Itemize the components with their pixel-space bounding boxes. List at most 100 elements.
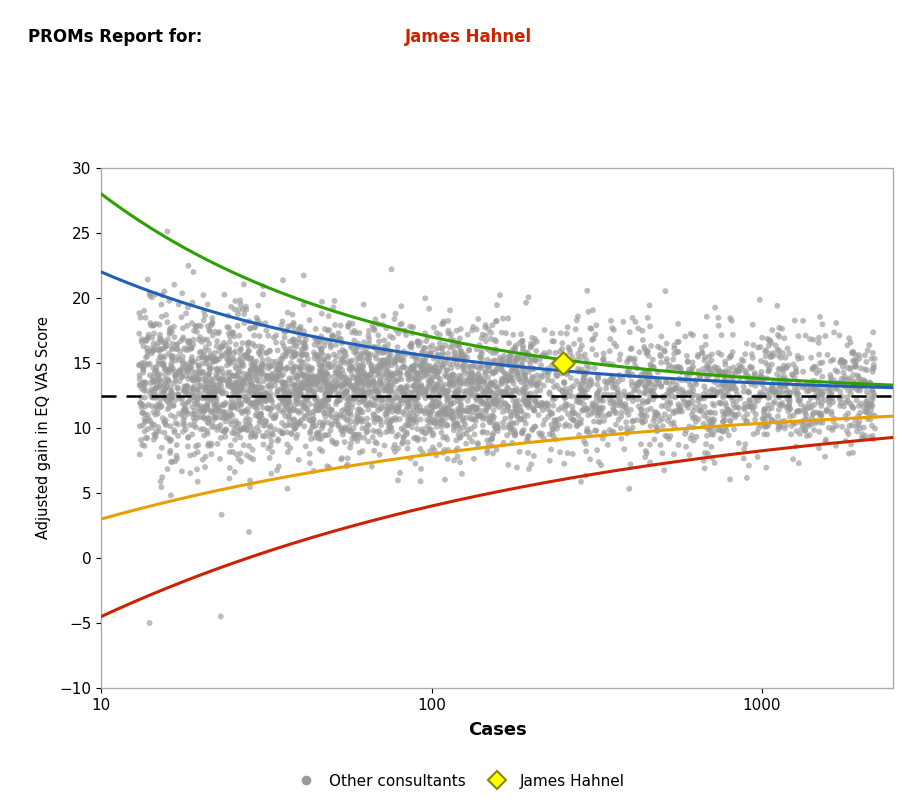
Point — [280, 390, 295, 403]
Point — [655, 390, 670, 403]
Point — [172, 392, 187, 405]
Point — [703, 419, 717, 432]
Point — [541, 370, 555, 382]
Point — [452, 377, 467, 390]
Point — [404, 361, 419, 374]
Point — [315, 419, 330, 432]
Point — [782, 398, 797, 410]
Point — [467, 401, 482, 414]
Point — [311, 369, 326, 382]
Point — [739, 366, 753, 378]
Point — [473, 409, 488, 422]
Point — [413, 400, 427, 413]
Point — [697, 380, 712, 393]
Point — [192, 391, 206, 404]
Point — [565, 350, 579, 363]
Point — [269, 336, 284, 349]
Point — [232, 330, 247, 342]
Point — [135, 406, 150, 419]
Point — [240, 391, 255, 404]
Point — [542, 428, 557, 441]
Point — [337, 403, 352, 416]
Point — [437, 338, 452, 351]
Point — [807, 360, 822, 373]
Point — [176, 426, 191, 438]
Point — [521, 393, 536, 406]
Point — [742, 394, 757, 407]
Point — [662, 358, 677, 371]
Point — [230, 380, 245, 393]
Point — [520, 410, 535, 422]
Point — [504, 384, 519, 397]
Point — [850, 425, 865, 438]
Point — [239, 449, 254, 462]
Point — [276, 340, 291, 353]
Point — [212, 326, 227, 338]
Point — [704, 385, 718, 398]
Point — [390, 374, 404, 387]
Point — [254, 407, 269, 420]
Point — [689, 430, 704, 443]
Point — [685, 329, 700, 342]
Point — [352, 393, 367, 406]
Point — [252, 410, 267, 423]
Point — [738, 364, 752, 377]
Point — [521, 462, 536, 475]
Point — [721, 403, 736, 416]
Point — [750, 426, 764, 439]
Point — [332, 394, 347, 406]
Point — [820, 403, 834, 416]
Point — [370, 362, 385, 374]
Point — [149, 339, 164, 352]
Point — [525, 402, 540, 414]
Point — [449, 434, 463, 446]
Point — [414, 336, 428, 349]
Point — [438, 400, 453, 413]
Point — [582, 362, 597, 374]
Point — [234, 423, 249, 436]
Point — [393, 394, 408, 406]
Point — [471, 437, 485, 450]
Point — [572, 396, 587, 409]
Point — [276, 376, 291, 389]
Point — [507, 394, 521, 407]
Point — [167, 377, 181, 390]
Point — [385, 426, 400, 438]
Point — [589, 400, 604, 413]
Point — [418, 292, 433, 305]
Point — [573, 382, 588, 395]
Point — [596, 432, 611, 445]
Point — [574, 363, 589, 376]
Point — [309, 377, 323, 390]
Point — [497, 374, 512, 386]
Point — [764, 382, 779, 395]
Point — [676, 393, 691, 406]
Point — [298, 342, 313, 354]
Point — [793, 393, 808, 406]
Point — [223, 462, 238, 474]
Point — [222, 472, 237, 485]
Point — [833, 393, 847, 406]
Point — [186, 382, 201, 395]
Point — [201, 386, 216, 398]
Point — [761, 384, 775, 397]
Point — [444, 397, 459, 410]
Point — [449, 353, 464, 366]
Point — [479, 334, 494, 347]
Point — [154, 334, 169, 347]
Point — [356, 384, 370, 397]
Point — [193, 366, 208, 379]
Point — [472, 350, 487, 363]
Point — [237, 374, 251, 386]
Point — [205, 386, 220, 398]
Point — [164, 350, 179, 362]
Point — [211, 384, 226, 397]
Point — [297, 325, 311, 338]
Point — [701, 362, 716, 375]
Point — [350, 410, 365, 423]
Point — [201, 381, 216, 394]
Point — [768, 385, 783, 398]
Point — [251, 421, 265, 434]
Point — [636, 366, 651, 378]
Point — [143, 377, 157, 390]
